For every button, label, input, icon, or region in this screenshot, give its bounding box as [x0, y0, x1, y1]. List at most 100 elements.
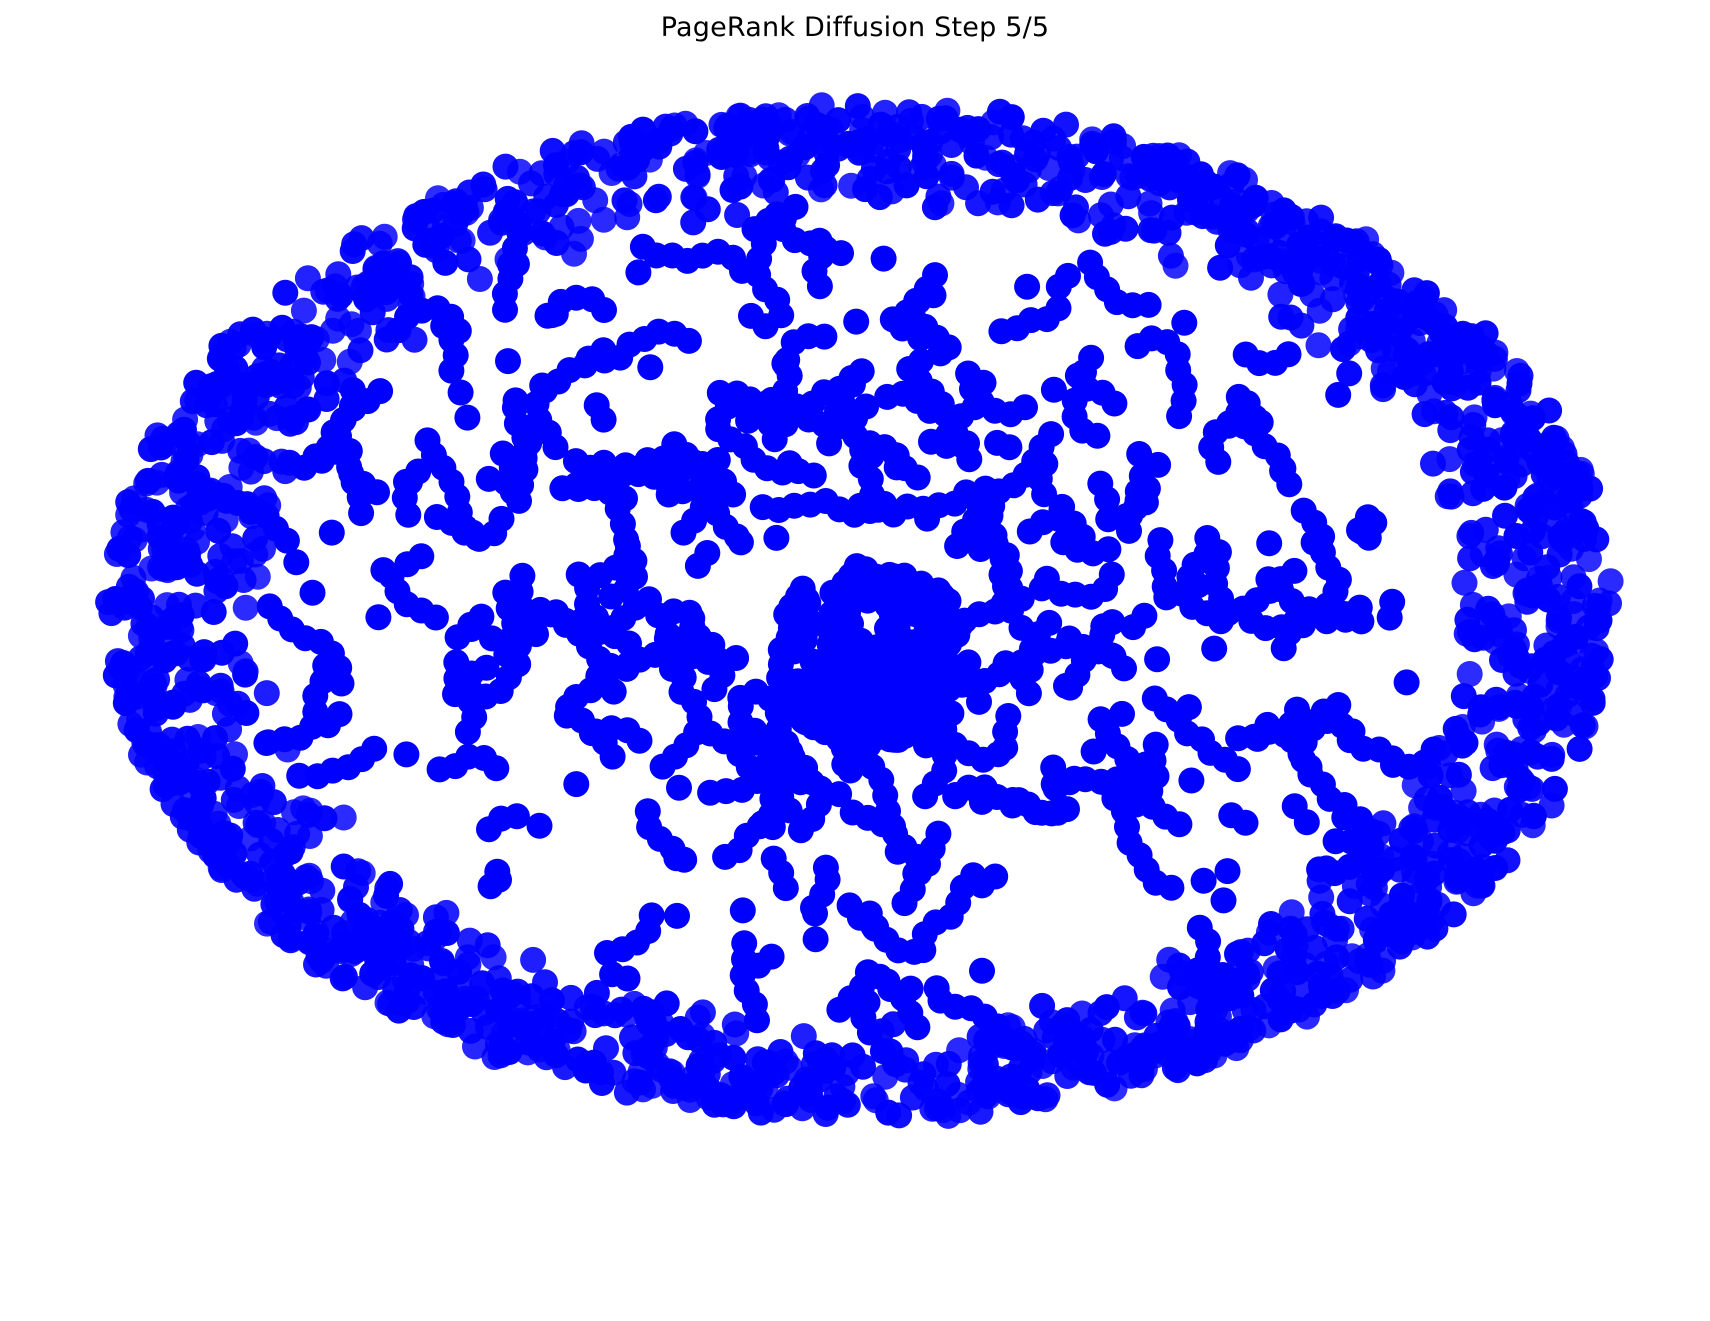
graph-node — [283, 549, 310, 576]
graph-node — [1049, 1012, 1076, 1039]
graph-node — [593, 1035, 619, 1062]
graph-node — [1238, 607, 1265, 634]
graph-node — [885, 136, 912, 163]
graph-node — [789, 575, 816, 602]
graph-node — [961, 394, 988, 421]
graph-node — [478, 625, 505, 652]
graph-node — [1536, 434, 1562, 461]
graph-node — [1217, 160, 1244, 187]
graph-node — [1207, 254, 1234, 281]
graph-node — [679, 613, 706, 640]
graph-node — [470, 171, 497, 198]
graph-node — [1343, 228, 1370, 255]
graph-node — [866, 184, 893, 211]
graph-node — [630, 116, 656, 143]
graph-node — [526, 812, 553, 839]
graph-node — [480, 944, 507, 971]
graph-node — [1479, 553, 1506, 579]
graph-node — [1566, 482, 1593, 509]
graph-node — [685, 1052, 712, 1079]
graph-node — [725, 103, 752, 130]
graph-node — [590, 406, 617, 433]
graph-node — [393, 741, 420, 768]
graph-node — [792, 134, 819, 161]
graph-node — [812, 704, 839, 731]
graph-node — [1579, 689, 1606, 716]
graph-node — [834, 1091, 861, 1118]
graph-node — [1214, 858, 1241, 885]
graph-node — [253, 680, 280, 707]
graph-node — [414, 979, 440, 1006]
graph-node — [880, 813, 906, 840]
graph-node — [863, 914, 890, 941]
graph-node — [884, 838, 911, 865]
graph-node — [532, 224, 559, 251]
graph-node — [1201, 635, 1228, 662]
graph-node — [904, 1014, 931, 1041]
graph-node — [1495, 603, 1522, 630]
graph-node — [1266, 240, 1293, 266]
graph-node — [1503, 358, 1530, 384]
graph-node — [891, 562, 918, 589]
graph-node — [394, 977, 421, 1004]
graph-node — [1354, 942, 1381, 969]
graph-node — [1446, 848, 1473, 875]
graph-node — [422, 925, 449, 952]
graph-node — [250, 810, 277, 837]
graph-node — [615, 650, 642, 677]
graph-node — [776, 450, 803, 477]
graph-node — [1393, 669, 1420, 696]
graph-node — [1289, 239, 1316, 266]
graph-node — [749, 810, 776, 837]
graph-node — [1333, 977, 1359, 1004]
graph-node — [1307, 973, 1334, 1000]
graph-node — [836, 892, 863, 919]
graph-node — [475, 465, 502, 492]
graph-node — [686, 1027, 712, 1054]
graph-node — [329, 965, 356, 992]
graph-node — [1049, 493, 1076, 520]
graph-node — [925, 105, 952, 132]
graph-node — [712, 843, 739, 870]
graph-node — [457, 611, 484, 638]
graph-node — [385, 997, 412, 1024]
graph-node — [929, 582, 956, 609]
graph-node — [862, 1087, 889, 1114]
graph-node — [1047, 175, 1074, 202]
graph-node — [1040, 754, 1067, 781]
graph-node — [1506, 776, 1533, 803]
graph-node — [752, 313, 779, 340]
graph-node — [1415, 341, 1442, 368]
graph-node — [141, 673, 168, 700]
graph-node — [1454, 799, 1481, 826]
graph-node — [160, 504, 187, 531]
graph-node — [1306, 297, 1333, 324]
graph-node — [985, 741, 1012, 768]
graph-node — [1451, 569, 1478, 596]
graph-node — [520, 946, 547, 973]
graph-node — [772, 411, 799, 438]
graph-node — [1465, 369, 1492, 396]
graph-node — [1192, 169, 1219, 196]
graph-node — [1413, 280, 1440, 307]
graph-node — [1398, 360, 1425, 387]
graph-node — [922, 262, 948, 289]
graph-node — [727, 684, 754, 711]
graph-node — [869, 1038, 896, 1065]
graph-node — [812, 1046, 839, 1073]
graph-node — [305, 932, 332, 959]
graph-node — [598, 583, 625, 610]
graph-node — [1306, 856, 1333, 883]
graph-node — [799, 648, 826, 675]
graph-node — [1515, 497, 1542, 523]
graph-node — [846, 492, 873, 519]
graph-node — [325, 305, 352, 332]
graph-node — [969, 957, 995, 984]
graph-node — [1517, 739, 1544, 766]
graph-node — [1459, 458, 1486, 485]
graph-node — [1131, 1000, 1158, 1027]
graph-node — [812, 854, 839, 881]
graph-node — [496, 1039, 523, 1065]
graph-node — [652, 1021, 679, 1047]
graph-node — [1255, 919, 1282, 946]
